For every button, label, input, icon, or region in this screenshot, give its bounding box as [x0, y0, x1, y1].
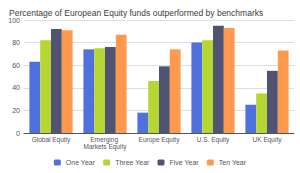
svg-text:One Year: One Year	[66, 159, 96, 166]
svg-text:0: 0	[16, 130, 20, 137]
svg-text:100: 100	[8, 17, 20, 24]
svg-text:40: 40	[12, 84, 20, 91]
svg-text:Ten Year: Ten Year	[219, 159, 247, 166]
svg-text:Europe Equity: Europe Equity	[139, 136, 181, 144]
svg-text:U.S. Equity: U.S. Equity	[197, 136, 230, 144]
svg-text:Emerging: Emerging	[90, 136, 120, 143]
svg-text:20: 20	[12, 107, 20, 114]
svg-text:Percentage of European Equity: Percentage of European Equity funds outp…	[9, 8, 263, 18]
svg-text:UK Equity: UK Equity	[253, 136, 283, 144]
svg-text:Global Equity: Global Equity	[32, 136, 71, 144]
svg-text:80: 80	[12, 39, 20, 46]
svg-text:Markets Equity: Markets Equity	[84, 143, 128, 151]
svg-text:Three Year: Three Year	[115, 159, 150, 166]
svg-text:60: 60	[12, 62, 20, 69]
svg-text:Five Year: Five Year	[170, 159, 200, 166]
